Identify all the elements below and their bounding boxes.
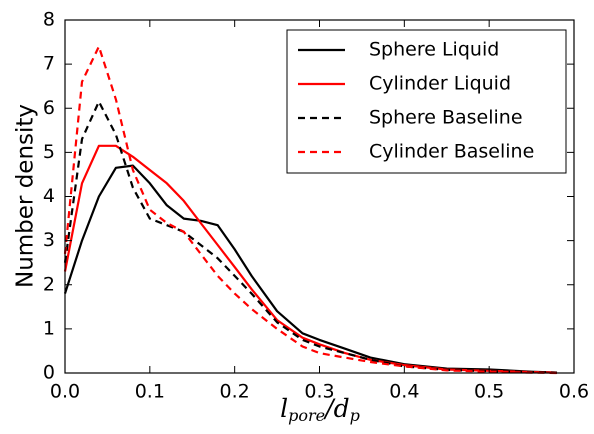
x-label-part: p [350,406,360,425]
y-tick-label: 8 [43,9,55,31]
y-tick-label: 2 [43,273,55,295]
x-tick-label: 0.2 [220,381,250,403]
y-axis-label: Number density [13,104,39,288]
legend-box [286,29,567,174]
x-label-part: /d [323,394,349,423]
x-tick-label: 0.3 [304,381,334,403]
x-tick-label: 0.6 [559,381,589,403]
series-line [63,100,558,374]
y-tick-label: 7 [43,53,55,75]
x-label-part: l [280,394,288,423]
legend-label: Cylinder Liquid [369,73,511,95]
series-line [63,144,558,374]
x-tick-label: 0.0 [50,381,80,403]
y-tick-label: 1 [43,317,55,339]
x-label-part: pore [288,406,325,425]
x-tick-label: 0.1 [135,381,165,403]
x-tick-label: 0.4 [389,381,419,403]
legend-label: Sphere Baseline [369,107,523,129]
y-tick-label: 5 [43,141,55,163]
x-tick-label: 0.5 [474,381,504,403]
legend-label: Sphere Liquid [369,39,499,61]
series-line [63,45,558,375]
y-tick-label: 6 [43,97,55,119]
y-tick-label: 0 [43,362,55,384]
x-axis-label: lpore/dp [280,394,360,425]
y-tick-label: 4 [43,185,55,207]
legend-label: Cylinder Baseline [369,141,534,163]
y-tick-label: 3 [43,229,55,251]
